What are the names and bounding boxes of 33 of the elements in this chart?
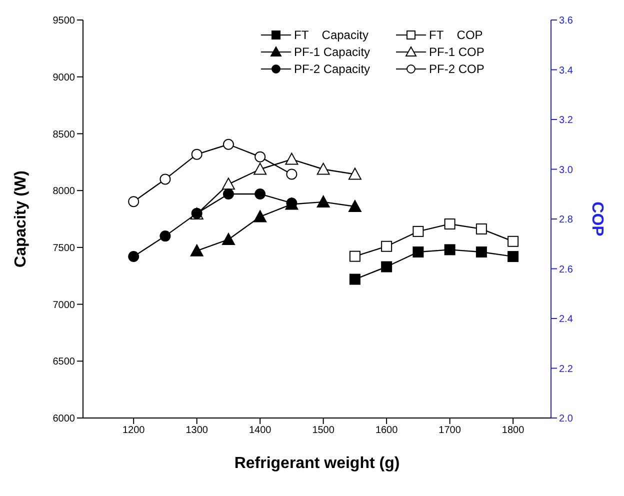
y-axis-title: Capacity (W) <box>12 170 30 268</box>
y2-tick-label: 3.4 <box>559 65 574 76</box>
y2-tick-label: 2.4 <box>559 314 574 326</box>
y-tick-label: 8000 <box>52 186 76 198</box>
x-tick-label: 1600 <box>375 425 398 436</box>
y-tick-label: 7500 <box>52 242 76 254</box>
y-tick-label: 7000 <box>52 300 76 311</box>
x-tick-label: 1200 <box>122 425 146 436</box>
legend-label: PF-1 Capacity <box>294 44 370 58</box>
y-tick-label: 6000 <box>52 414 76 425</box>
y2-tick-label: 2.2 <box>559 364 574 375</box>
y2-tick-label: 3.6 <box>559 16 574 27</box>
legend-label: FT COP <box>429 28 483 42</box>
x-tick-label: 1800 <box>502 425 525 436</box>
y2-tick-label: 2.6 <box>559 264 574 276</box>
legend-label: FT Capacity <box>294 28 368 42</box>
y2-tick-label: 2.0 <box>559 414 574 425</box>
x-tick-label: 1700 <box>438 425 462 436</box>
y-tick-label: 9500 <box>52 16 76 27</box>
y-tick-label: 9000 <box>52 72 76 84</box>
legend-label: PF-2 COP <box>429 62 484 76</box>
x-tick-label: 1300 <box>186 425 208 436</box>
x-tick-label: 1500 <box>312 425 335 436</box>
y2-tick-label: 2.8 <box>559 214 574 226</box>
y2-tick-label: 3.0 <box>559 164 574 176</box>
legend-label: PF-1 COP <box>429 44 484 58</box>
y2-tick-label: 3.2 <box>559 115 574 126</box>
x-axis-title: Refrigerant weight (g) <box>234 455 400 472</box>
y-tick-label: 6500 <box>52 356 76 368</box>
y-tick-label: 8500 <box>52 129 76 140</box>
y2-axis-title: COP <box>588 202 606 237</box>
x-tick-label: 1400 <box>248 425 272 436</box>
legend-label: PF-2 Capacity <box>294 62 370 76</box>
